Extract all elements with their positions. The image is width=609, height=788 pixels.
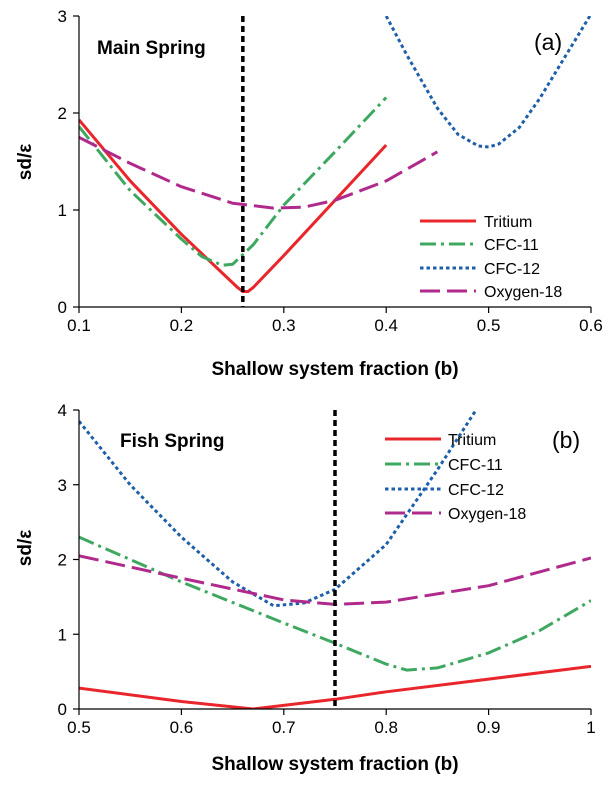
y-tick-label: 3	[58, 7, 67, 26]
panel-main-spring: 0.1 0.2 0.3 0.4 0.5 0.6 0 1 2 3 Main Spring (a) S…	[15, 7, 603, 380]
y-tick-label: 2	[58, 104, 67, 123]
legend-label-cfc-11: CFC-11	[448, 457, 503, 474]
axes	[73, 409, 592, 715]
legend-label-oxygen-18: Oxygen-18	[448, 506, 526, 523]
x-tick-label: 1	[586, 718, 595, 737]
legend-item-tritium: Tritium	[385, 432, 496, 449]
legend-label-cfc-12: CFC-12	[448, 482, 504, 499]
x-axis-label: Shallow system fraction (b)	[211, 754, 458, 775]
legend: Tritium CFC-11 CFC-12 Oxygen-18	[420, 214, 562, 301]
panel-fish-spring: 0.5 0.6 0.7 0.8 0.9 1 0 1 2 3 4 Fish Spring (b) Sh…	[15, 401, 596, 775]
series-line-cfc-12	[384, 16, 591, 149]
legend-label-tritium: Tritium	[484, 214, 532, 231]
legend-item-cfc-12: CFC-12	[420, 261, 540, 278]
legend-label-tritium: Tritium	[448, 432, 496, 449]
tick-labels: 0.5 0.6 0.7 0.8 0.9 1 0 1 2 3 4	[58, 401, 596, 737]
legend-label-cfc-11: CFC-11	[484, 237, 539, 254]
series-line-cfc-11	[79, 535, 591, 672]
legend-item-tritium: Tritium	[420, 214, 532, 231]
y-axis-label: sd/ε	[15, 530, 36, 566]
x-tick-label: 0.5	[67, 718, 91, 737]
y-axis-label: sd/ε	[15, 144, 36, 180]
x-tick-label: 0.1	[67, 316, 91, 335]
series-line-cfc-11	[79, 96, 388, 267]
y-tick-label: 3	[58, 476, 67, 495]
legend-item-cfc-11: CFC-11	[420, 237, 539, 254]
y-tick-label: 0	[58, 700, 67, 719]
series-layer	[79, 16, 591, 307]
legend-item-cfc-12: CFC-12	[385, 482, 504, 499]
legend-label-oxygen-18: Oxygen-18	[484, 284, 562, 301]
series-line-cfc-12	[79, 410, 478, 608]
y-tick-label: 2	[58, 551, 67, 570]
panel-label: (a)	[534, 29, 562, 55]
y-tick-label: 1	[58, 201, 67, 220]
series-line-oxygen-18	[79, 135, 439, 210]
legend-label-cfc-12: CFC-12	[484, 261, 540, 278]
chart-title: Fish Spring	[120, 431, 225, 452]
series-layer	[79, 410, 591, 709]
y-tick-label: 1	[58, 625, 67, 644]
legend-item-oxygen-18: Oxygen-18	[420, 284, 562, 301]
legend-item-cfc-11: CFC-11	[385, 457, 503, 474]
x-tick-label: 0.9	[477, 718, 501, 737]
x-tick-label: 0.6	[170, 718, 194, 737]
x-tick-label: 0.8	[374, 718, 398, 737]
series-line-tritium	[79, 664, 591, 709]
panel-label: (b)	[552, 427, 580, 453]
y-tick-label: 0	[58, 298, 67, 317]
chart-title: Main Spring	[97, 38, 206, 59]
x-tick-label: 0.2	[170, 316, 194, 335]
x-tick-label: 0.5	[477, 316, 501, 335]
legend: Tritium CFC-11 CFC-12 Oxygen-18	[385, 432, 526, 523]
x-axis-label: Shallow system fraction (b)	[211, 359, 458, 380]
x-tick-label: 0.6	[579, 316, 603, 335]
x-tick-label: 0.3	[272, 316, 296, 335]
legend-item-oxygen-18: Oxygen-18	[385, 506, 526, 523]
x-tick-label: 0.4	[374, 316, 398, 335]
x-tick-label: 0.7	[272, 718, 296, 737]
axes	[73, 15, 592, 313]
y-tick-label: 4	[58, 401, 67, 420]
tick-labels: 0.1 0.2 0.3 0.4 0.5 0.6 0 1 2 3	[58, 7, 603, 335]
